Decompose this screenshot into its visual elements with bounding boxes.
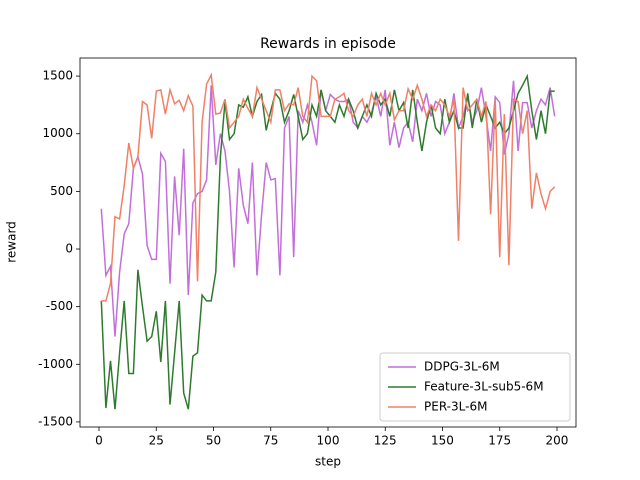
x-tick-label: 25 [149,434,164,448]
x-tick-label: 150 [431,434,454,448]
y-tick-label: 0 [65,242,73,256]
series-line [101,72,556,302]
chart-title: Rewards in episode [260,36,396,52]
y-tick-label: -500 [46,299,73,313]
y-tick-label: 500 [50,184,73,198]
x-tick-label: 100 [317,434,340,448]
plot-frame [79,57,577,428]
y-axis-label: reward [5,221,19,263]
x-axis-label: step [315,455,341,469]
legend-box [379,352,571,422]
legend-label: Feature-3L-sub5-6M [424,380,544,394]
x-tick-label: 175 [488,434,511,448]
x-tick-label: 125 [374,434,397,448]
y-tick-label: 1000 [42,126,73,140]
legend-label: PER-3L-6M [424,400,487,414]
legend-label: DDPG-3L-6M [424,360,500,374]
y-tick-label: -1500 [38,414,73,428]
x-tick-label: 200 [546,434,569,448]
y-tick-label: -1000 [38,357,73,371]
x-tick-label: 50 [206,434,221,448]
x-tick-label: 75 [263,434,278,448]
x-tick-label: 0 [95,434,103,448]
y-tick-label: 1500 [42,69,73,83]
series-line [100,80,556,337]
